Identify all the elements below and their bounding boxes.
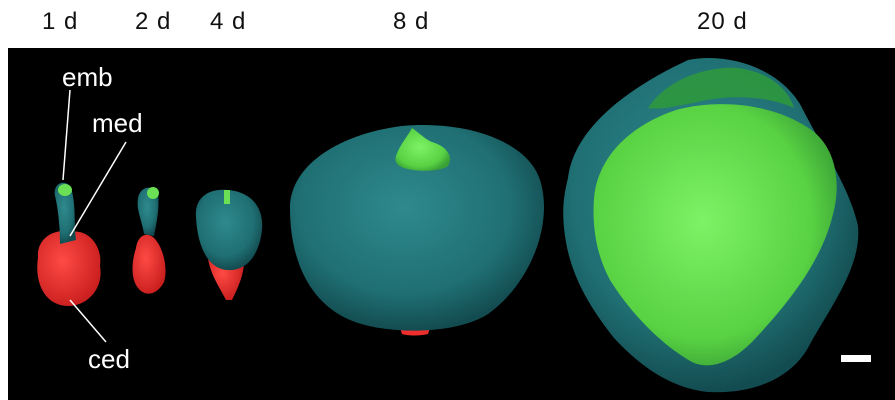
micropylar-endosperm-2d	[137, 187, 159, 236]
annotation-ced: ced	[88, 344, 130, 374]
stage-label-8d: 8 d	[393, 8, 430, 35]
annotation-med: med	[92, 108, 143, 138]
micropylar-endosperm-4d	[195, 189, 263, 271]
stage-label-20d: 20 d	[697, 8, 748, 35]
reconstruction-panel: emb med ced	[8, 48, 895, 400]
embryo-1d	[58, 184, 72, 196]
annotation-emb: emb	[62, 62, 113, 92]
seed-1d	[37, 182, 101, 306]
seed-renderings	[37, 57, 859, 393]
seed-8d	[290, 125, 545, 336]
stage-label-1d: 1 d	[42, 8, 79, 35]
embryo-20d-cotyledon-edge	[648, 67, 794, 109]
stage-label-4d: 4 d	[210, 8, 247, 35]
chalazal-endosperm-1d	[37, 231, 101, 306]
embryo-8d	[395, 128, 451, 171]
leader-line-med	[69, 141, 127, 237]
micropylar-endosperm-8d	[290, 125, 545, 331]
leader-line-emb	[62, 89, 71, 181]
embryo-4d	[224, 190, 230, 204]
stage-label-2d: 2 d	[135, 8, 172, 35]
leader-line-ced	[69, 299, 107, 343]
chalazal-endosperm-2d	[132, 234, 166, 294]
seed-4d	[195, 189, 263, 300]
micropylar-endosperm-1d	[54, 182, 76, 244]
embryo-20d	[593, 104, 837, 366]
scale-bar	[841, 355, 871, 362]
embryo-2d	[147, 187, 159, 199]
seed-20d	[563, 57, 859, 393]
seed-2d	[132, 187, 166, 294]
